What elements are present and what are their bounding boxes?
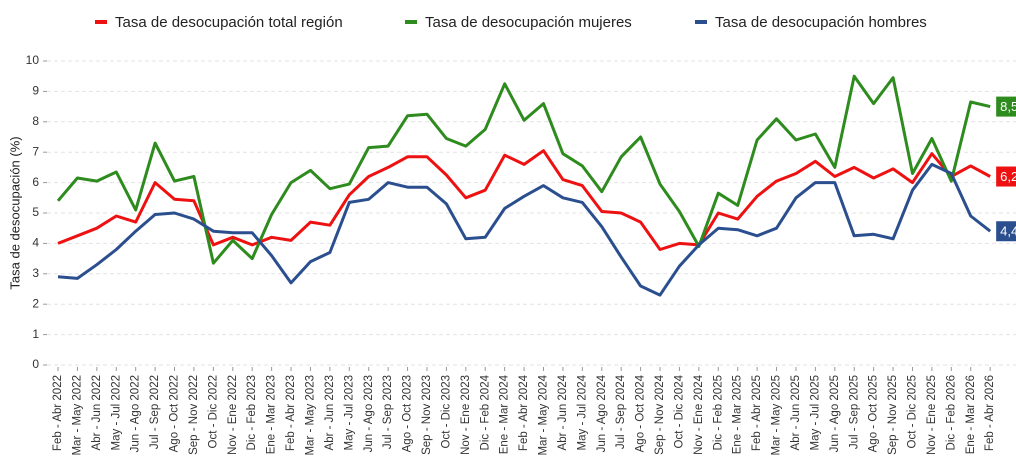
x-tick-label: Abr - Jun 2024 [557, 374, 569, 450]
line [57, 162, 992, 297]
x-tick-label: Jul - Sep 2025 [848, 375, 860, 449]
x-tick-label: May - Jul 2024 [576, 374, 588, 450]
legend-label: Tasa de desocupación mujeres [425, 14, 632, 31]
y-axis-title: Tasa de desocupación (%) [7, 136, 22, 289]
legend: Tasa de desocupación total región Tasa de… [95, 14, 927, 31]
x-tick-label: Ago - Oct 2025 [868, 375, 880, 452]
x-tick-label: Ene - Mar 2026 [965, 375, 977, 454]
x-tick-label: Oct - Dic 2023 [440, 375, 452, 449]
x-tick-label: Mar - May 2022 [71, 375, 83, 456]
x-tick-label: Abr - Jun 2023 [324, 375, 336, 450]
x-tick-label: Sep - Nov 2025 [887, 375, 899, 455]
x-tick-label: Sep - Nov 2024 [654, 374, 666, 455]
end-label-box [996, 221, 1016, 242]
y-tick-label: 8 [32, 114, 39, 128]
x-tick-label: Jun - Ago 2022 [130, 375, 142, 452]
x-tick-label: Mar - May 2025 [771, 375, 783, 456]
x-tick-label: Jul - Sep 2024 [615, 374, 627, 449]
x-tick-label: Abr - Jun 2022 [91, 375, 103, 450]
x-tick-label: May - Jul 2022 [110, 375, 122, 450]
x-tick-label: Jun - Ago 2024 [596, 374, 608, 452]
x-tick-label: May - Jul 2025 [809, 375, 821, 450]
line [56, 74, 991, 265]
x-tick-label: Ene - Mar 2024 [499, 374, 511, 454]
x-tick-label: Oct - Dic 2024 [673, 374, 685, 448]
y-tick-label: 5 [32, 205, 39, 219]
x-tick-label: Dic - Feb 2024 [479, 374, 491, 450]
x-tick-label: Nov - Ene 2023 [460, 375, 472, 455]
x-tick-label: Ene - Mar 2025 [732, 375, 744, 454]
x-tick-label: Feb - Abr 2024 [518, 374, 530, 451]
end-label: 8,5 [1000, 99, 1016, 114]
x-tick-label: Nov - Ene 2025 [926, 375, 938, 455]
end-label-box [996, 166, 1016, 187]
x-tick-label: Dic - Feb 2023 [246, 375, 258, 450]
x-tick-label: Feb - Abr 2025 [751, 375, 763, 451]
y-tick-label: 2 [32, 296, 39, 310]
x-tick-label: May - Jul 2023 [343, 375, 355, 450]
y-tick-label: 0 [32, 357, 39, 371]
x-tick-label: Dic - Feb 2025 [712, 375, 724, 450]
end-label-box [996, 96, 1016, 117]
legend-label: Tasa de desocupación hombres [715, 14, 927, 31]
y-tick-label: 1 [32, 327, 39, 341]
x-tick-label: Oct - Dic 2025 [907, 375, 919, 449]
x-tick-label: Oct - Dic 2022 [207, 375, 219, 449]
x-tick-label: Sep - Nov 2023 [421, 375, 433, 455]
x-tick-label: Nov - Ene 2022 [227, 375, 239, 455]
x-tick-label: Feb - Abr 2023 [285, 375, 297, 451]
x-tick-label: Jul - Sep 2022 [149, 375, 161, 449]
x-tick-label: Feb - Abr 2022 [52, 375, 64, 451]
y-tick-label: 3 [32, 266, 39, 280]
line [57, 149, 991, 251]
x-tick-label: Jun - Ago 2025 [829, 375, 841, 452]
x-tick-label: Sep - Nov 2022 [188, 375, 200, 455]
x-tick-label: Jun - Ago 2023 [363, 375, 375, 452]
x-tick-label: Mar - May 2023 [304, 375, 316, 456]
y-tick-label: 4 [32, 236, 39, 250]
x-tick-label: Abr - Jun 2025 [790, 375, 802, 450]
x-tick-label: Ago - Oct 2024 [635, 374, 647, 452]
y-tick-label: 7 [32, 144, 39, 158]
x-tick-label: Jul - Sep 2023 [382, 375, 394, 449]
x-tick-label: Feb - Abr 2026 [984, 375, 996, 451]
x-tick-label: Mar - May 2024 [538, 374, 550, 455]
x-tick-label: Ene - Mar 2023 [266, 375, 278, 454]
x-tick-label: Dic - Feb 2026 [945, 375, 957, 450]
y-tick-label: 6 [32, 175, 39, 189]
end-label: 4,4 [1000, 224, 1016, 239]
x-tick-label: Ago - Oct 2022 [169, 375, 181, 452]
x-tick-label: Ago - Oct 2023 [402, 375, 414, 452]
x-tick-label: Nov - Ene 2024 [693, 374, 705, 455]
y-tick-label: 10 [26, 53, 40, 67]
end-label: 6,2 [1000, 169, 1016, 184]
legend-label: Tasa de desocupación total región [115, 14, 343, 31]
y-tick-label: 9 [32, 84, 39, 98]
